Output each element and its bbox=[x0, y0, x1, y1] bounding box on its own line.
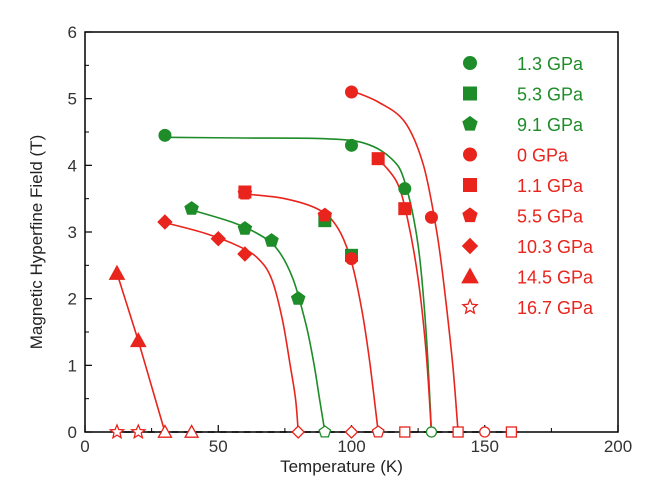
legend-label: 5.5 GPa bbox=[517, 207, 584, 227]
legend-marker bbox=[463, 147, 477, 162]
zero-field-marker bbox=[291, 425, 306, 439]
legend-label: 1.3 GPa bbox=[517, 54, 584, 74]
x-tick-label: 150 bbox=[471, 437, 499, 456]
zero-field-marker bbox=[452, 426, 464, 438]
y-tick-label: 2 bbox=[68, 290, 77, 309]
data-point bbox=[210, 230, 227, 247]
y-tick-label: 1 bbox=[68, 356, 77, 375]
legend-label: 16.7 GPa bbox=[517, 298, 594, 318]
data-point bbox=[238, 185, 252, 199]
data-point bbox=[345, 85, 358, 99]
zero-field-marker bbox=[344, 425, 359, 439]
fit-curve bbox=[164, 221, 299, 433]
data-point bbox=[184, 201, 199, 215]
legend-marker bbox=[463, 86, 477, 101]
legend-marker bbox=[461, 267, 479, 284]
zero-field-marker bbox=[318, 425, 332, 438]
x-axis-label: Temperature (K) bbox=[280, 457, 403, 476]
legend-label: 10.3 GPa bbox=[517, 237, 594, 257]
fit-curve bbox=[116, 273, 166, 433]
legend-label: 0 GPa bbox=[517, 146, 569, 166]
data-point bbox=[398, 202, 412, 216]
data-point bbox=[108, 423, 126, 440]
data-point bbox=[129, 332, 147, 348]
fit-curve bbox=[244, 193, 379, 433]
x-tick-label: 200 bbox=[604, 437, 632, 456]
data-point bbox=[371, 152, 385, 166]
data-point bbox=[237, 221, 253, 235]
x-tick-label: 100 bbox=[337, 437, 365, 456]
data-point bbox=[264, 233, 279, 247]
legend-label: 9.1 GPa bbox=[517, 115, 584, 135]
data-point bbox=[317, 207, 333, 222]
zero-field-marker bbox=[157, 424, 173, 438]
data-point bbox=[108, 264, 126, 280]
y-tick-label: 6 bbox=[68, 23, 77, 42]
zero-field-marker bbox=[399, 426, 411, 438]
data-point bbox=[157, 214, 173, 230]
fit-curve bbox=[191, 209, 326, 433]
legend-marker bbox=[461, 237, 479, 255]
zero-field-marker bbox=[371, 425, 385, 438]
legend-label: 5.3 GPa bbox=[517, 85, 584, 105]
fit-curve bbox=[164, 136, 433, 433]
data-point bbox=[345, 138, 358, 152]
y-tick-label: 5 bbox=[68, 90, 77, 109]
legend-label: 1.1 GPa bbox=[517, 176, 584, 196]
zero-field-marker bbox=[505, 426, 518, 438]
legend-label: 14.5 GPa bbox=[517, 268, 594, 288]
data-point bbox=[129, 423, 147, 440]
data-point bbox=[237, 246, 253, 262]
fit-curves bbox=[116, 89, 459, 433]
x-tick-label: 0 bbox=[80, 437, 89, 456]
zero-field-marker bbox=[183, 424, 200, 438]
fit-curve bbox=[351, 89, 459, 433]
fit-curve bbox=[377, 158, 433, 433]
data-point bbox=[398, 182, 412, 196]
legend-marker bbox=[462, 207, 478, 223]
legend: 1.3 GPa 5.3 GPa 9.1 GPa 0 GPa 1.1 GPa 5.5 GPa… bbox=[461, 54, 594, 318]
data-point bbox=[158, 128, 172, 142]
data-point bbox=[345, 252, 358, 266]
y-axis-label: Magnetic Hyperfine Field (T) bbox=[27, 135, 46, 349]
y-tick-label: 4 bbox=[68, 156, 77, 175]
data-point bbox=[290, 291, 306, 305]
legend-marker bbox=[462, 115, 478, 131]
y-tick-label: 0 bbox=[68, 423, 77, 442]
zero-field-marker bbox=[479, 426, 491, 438]
y-tick-label: 3 bbox=[68, 223, 77, 242]
data-points bbox=[108, 85, 518, 440]
legend-marker bbox=[463, 178, 477, 192]
legend-marker bbox=[461, 297, 479, 315]
x-tick-label: 50 bbox=[209, 437, 228, 456]
data-point bbox=[424, 210, 438, 224]
zero-field-marker bbox=[425, 426, 438, 438]
legend-marker bbox=[463, 56, 477, 70]
